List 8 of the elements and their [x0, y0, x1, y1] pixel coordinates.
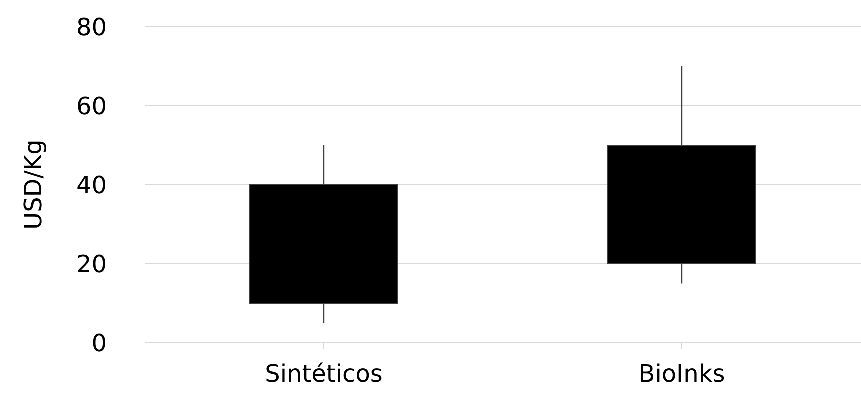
y-tick-label: 20	[76, 250, 107, 279]
y-tick-label: 40	[76, 172, 107, 200]
x-tick-label: Sintéticos	[265, 360, 383, 388]
y-axis-title: USD/Kg	[20, 140, 48, 230]
y-tick-label: 0	[92, 330, 107, 358]
y-tick-label: 60	[76, 92, 107, 121]
y-tick-label: 80	[76, 14, 107, 42]
x-tick-label: BioInks	[638, 360, 726, 388]
